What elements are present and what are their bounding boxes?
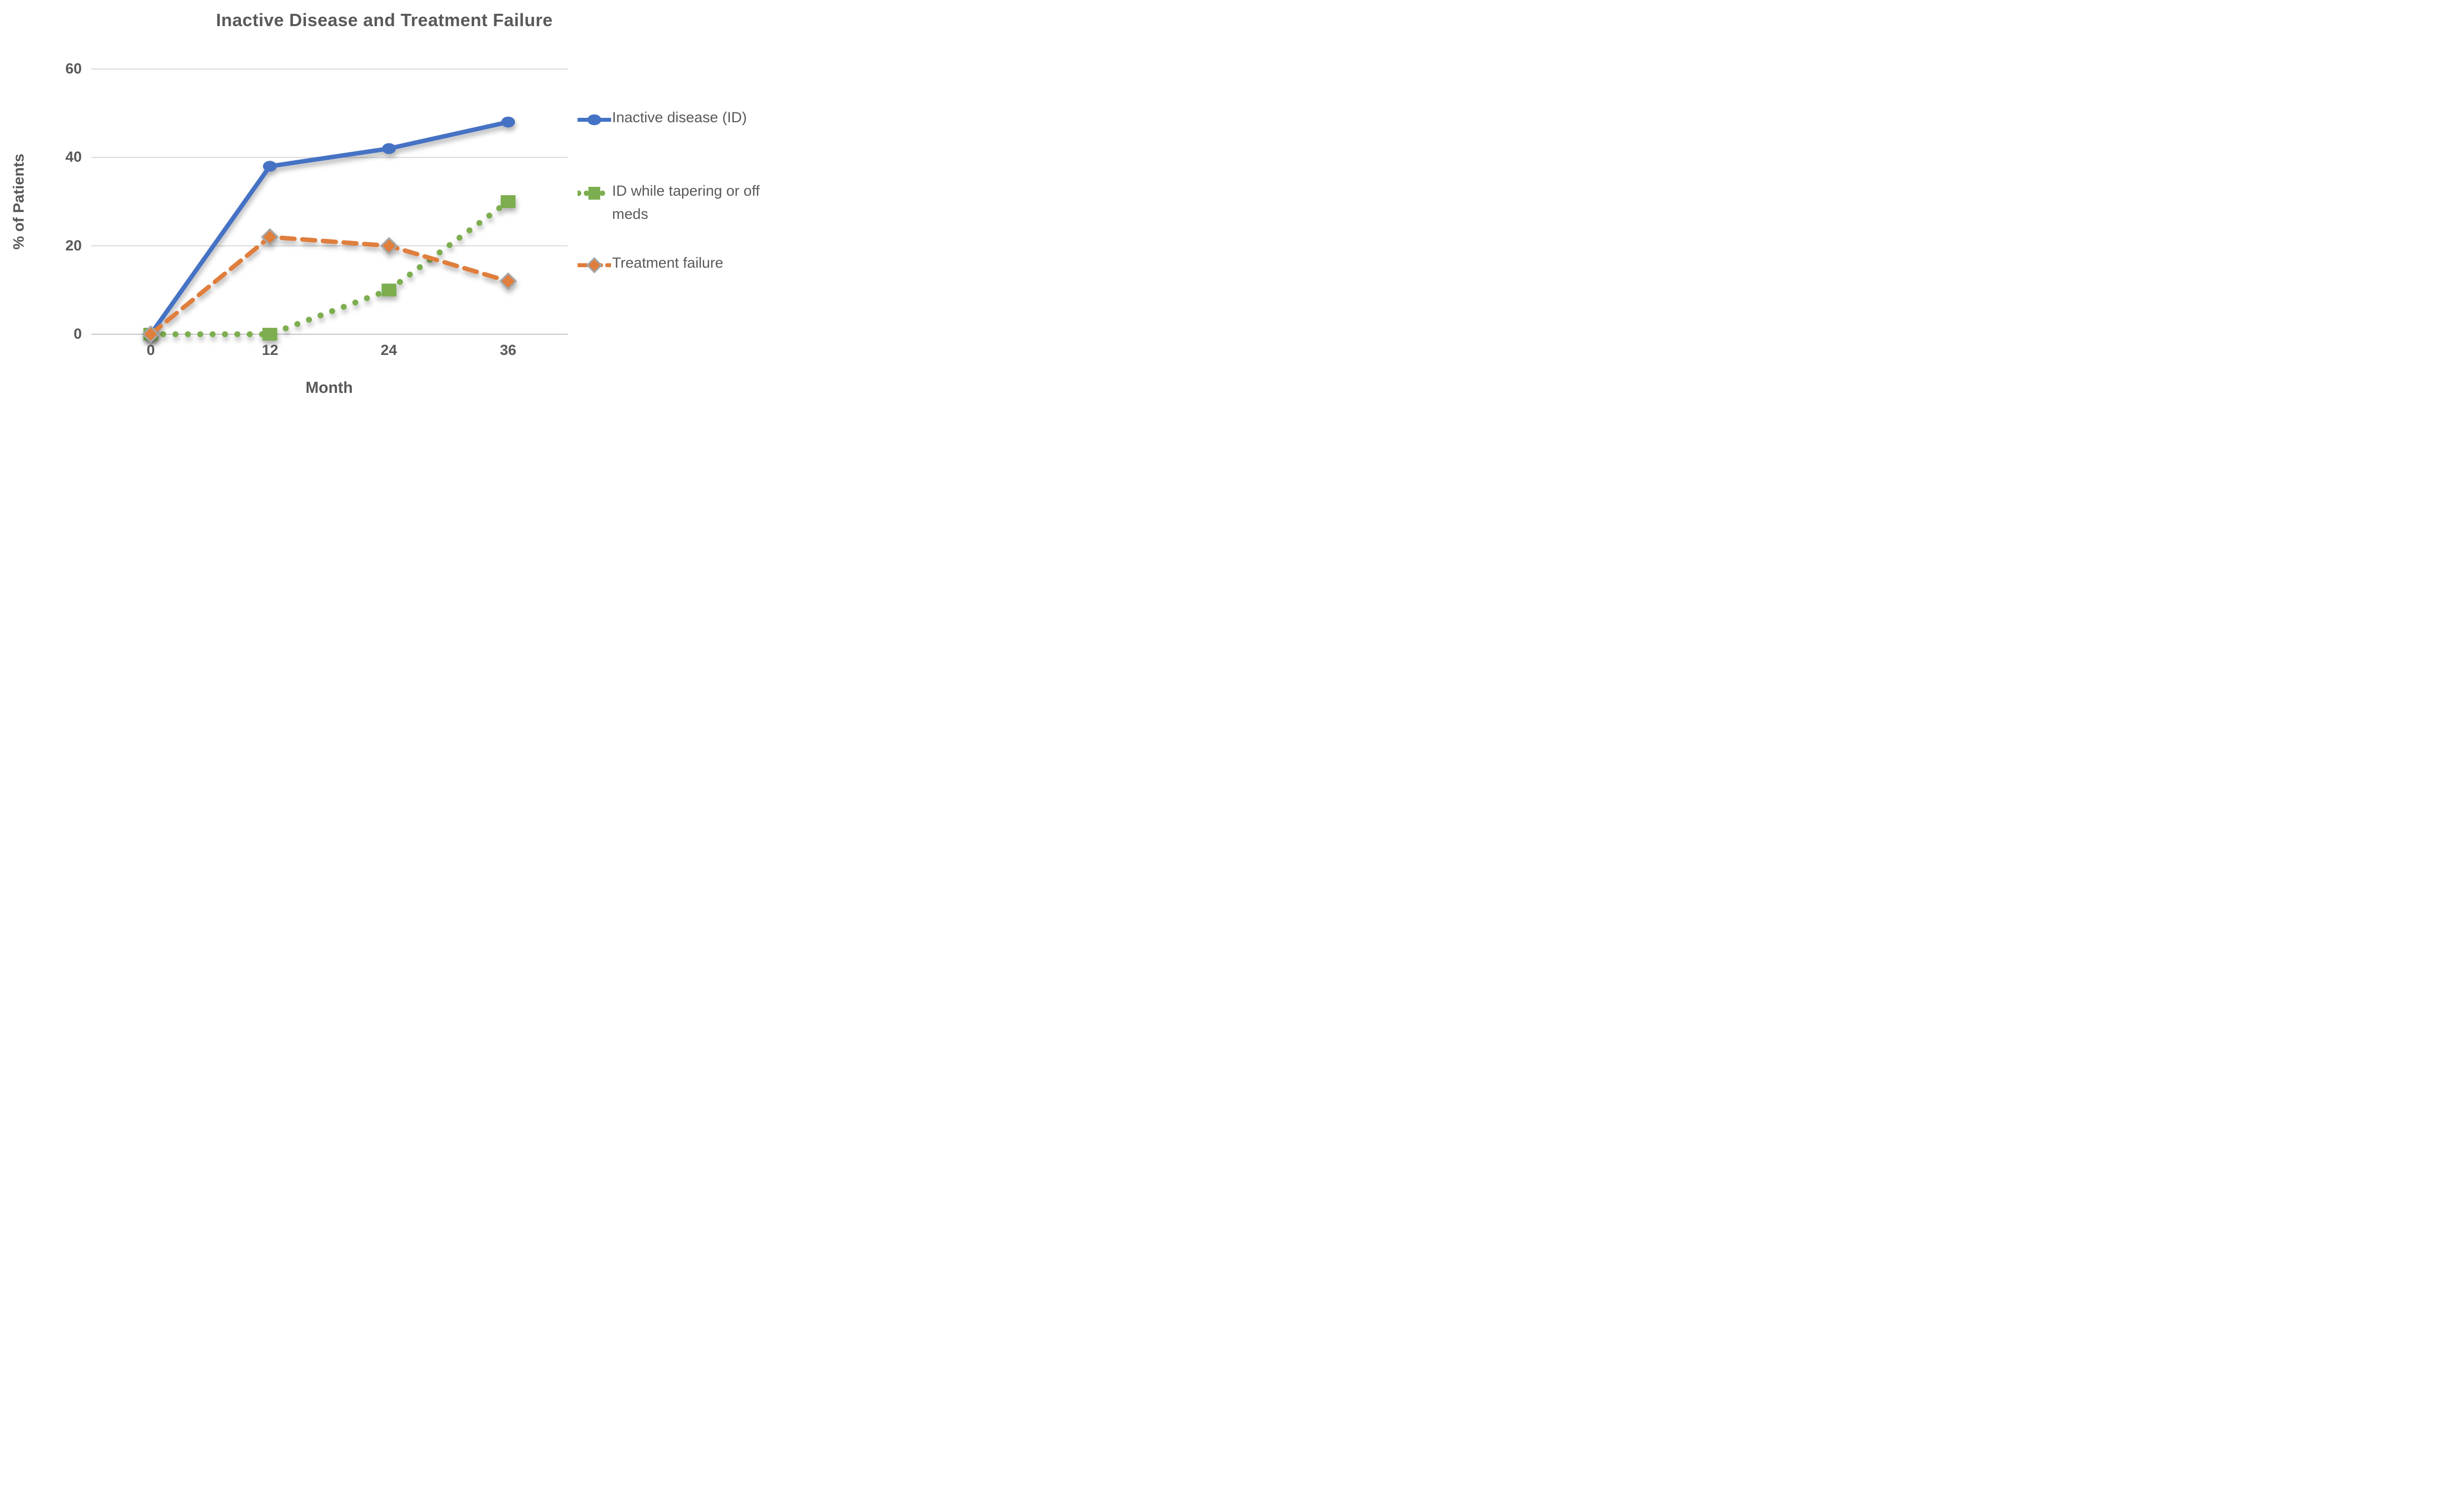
gridlines	[91, 69, 568, 335]
data-point-marker	[261, 228, 279, 246]
legend-label: Treatment failure	[612, 255, 723, 271]
y-tick-label-20: 20	[65, 238, 82, 254]
data-point-marker	[380, 237, 398, 255]
legend-label: ID while tapering or off meds	[612, 183, 760, 222]
legend-swatch-blue-circle-line-icon	[578, 114, 611, 125]
legend-label: Inactive disease (ID)	[612, 109, 747, 126]
data-point-marker	[263, 161, 277, 172]
x-tick-label-0: 0	[146, 342, 155, 358]
y-tick-label-60: 60	[65, 61, 82, 77]
legend: Inactive disease (ID) ID while tapering …	[576, 0, 769, 424]
data-point-marker	[501, 116, 515, 128]
data-point-marker	[501, 195, 516, 208]
data-point-marker	[499, 272, 517, 290]
legend-swatch-orange-diamond-dashed-line-icon	[578, 257, 611, 274]
x-tick-label-24: 24	[380, 342, 397, 358]
x-tick-label-36: 36	[500, 342, 516, 358]
chart-area: Inactive Disease and Treatment Failure 6…	[0, 0, 769, 424]
y-axis-title: % of Patients	[10, 153, 27, 250]
x-tick-label-12: 12	[262, 342, 278, 358]
chart-canvas	[91, 69, 568, 344]
legend-item-inactive-disease: Inactive disease (ID)	[578, 108, 747, 130]
legend-swatch-green-square-dotted-line-icon	[578, 187, 611, 200]
data-point-marker	[141, 325, 160, 344]
chart-title: Inactive Disease and Treatment Failure	[216, 10, 553, 30]
y-tick-label-0: 0	[73, 326, 82, 342]
legend-item-treatment-failure: Treatment failure	[578, 253, 723, 275]
data-point-marker	[262, 328, 277, 341]
series-inactive-disease-id	[143, 116, 515, 340]
data-point-marker	[382, 143, 396, 154]
legend-item-id-while-tapering: ID while tapering or off meds	[578, 179, 765, 226]
series-treatment-failure	[141, 228, 517, 344]
y-tick-label-40: 40	[65, 149, 82, 165]
x-axis-title: Month	[306, 379, 353, 396]
data-point-marker	[381, 283, 397, 297]
